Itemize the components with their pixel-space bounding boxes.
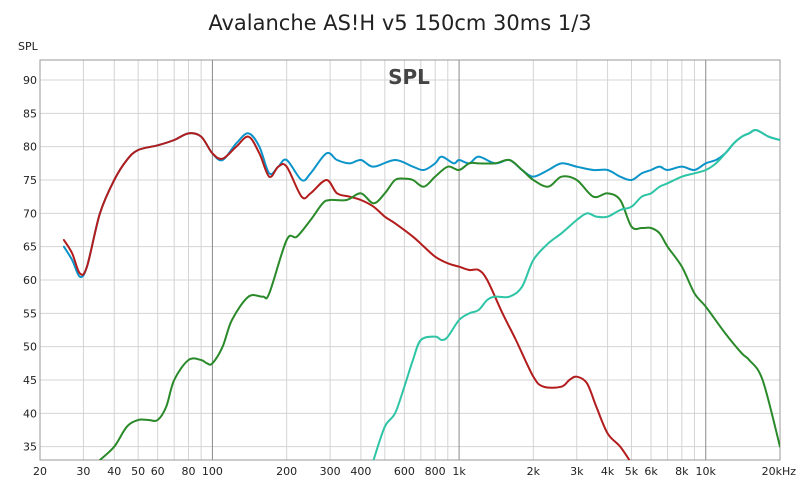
x-tick-label: 600 — [394, 465, 415, 478]
y-tick-label: 45 — [23, 374, 37, 387]
y-tick-labels: 35 40 45 50 55 60 65 70 75 80 85 90 — [23, 74, 37, 454]
x-tick-label: 30 — [76, 465, 90, 478]
x-tick-label: 300 — [320, 465, 341, 478]
grid-minor — [40, 60, 780, 460]
y-tick-label: 70 — [23, 207, 37, 220]
y-tick-label: 85 — [23, 107, 37, 120]
y-tick-label: 55 — [23, 307, 37, 320]
series-group — [62, 128, 780, 460]
x-tick-label: 10k — [696, 465, 717, 478]
x-tick-label: 400 — [350, 465, 371, 478]
x-tick-label: 80 — [182, 465, 196, 478]
y-tick-label: 60 — [23, 274, 37, 287]
x-tick-label: 800 — [425, 465, 446, 478]
y-tick-label: 40 — [23, 407, 37, 420]
x-tick-label: 50 — [131, 465, 145, 478]
x-tick-label: 2k — [527, 465, 541, 478]
series-line-2 — [62, 132, 631, 460]
x-tick-label: 100 — [202, 465, 223, 478]
x-tick-label: 6k — [644, 465, 658, 478]
y-tick-label: 80 — [23, 141, 37, 154]
x-tick-label: 60 — [151, 465, 165, 478]
grid-major — [211, 60, 707, 460]
y-tick-label: 65 — [23, 241, 37, 254]
y-tick-label: 90 — [23, 74, 37, 87]
x-tick-label: 5k — [625, 465, 639, 478]
x-tick-label: 20 — [33, 465, 47, 478]
x-tick-label: 4k — [601, 465, 615, 478]
x-tick-label: 40 — [107, 465, 121, 478]
x-tick-label: 8k — [675, 465, 689, 478]
plot-frame — [39, 59, 781, 461]
x-tick-label: 1k — [452, 465, 466, 478]
y-axis-label: SPL — [18, 40, 39, 53]
y-tick-label: 75 — [23, 174, 37, 187]
x-tick-label: 3k — [570, 465, 584, 478]
plot-inner-title: SPL — [388, 65, 430, 89]
series-line-4 — [372, 128, 780, 460]
y-tick-label: 35 — [23, 441, 37, 454]
y-tick-label: 50 — [23, 341, 37, 354]
x-tick-labels: 20 30 40 50 60 80 100 200 300 400 600 800 1k 2k 3k 4k 5k… — [33, 465, 796, 478]
x-tick-label: 20kHz — [762, 465, 797, 478]
x-tick-label: 200 — [276, 465, 297, 478]
chart-title: Avalanche AS!H v5 150cm 30ms 1/3 — [208, 11, 591, 35]
series-line-3 — [98, 158, 780, 460]
